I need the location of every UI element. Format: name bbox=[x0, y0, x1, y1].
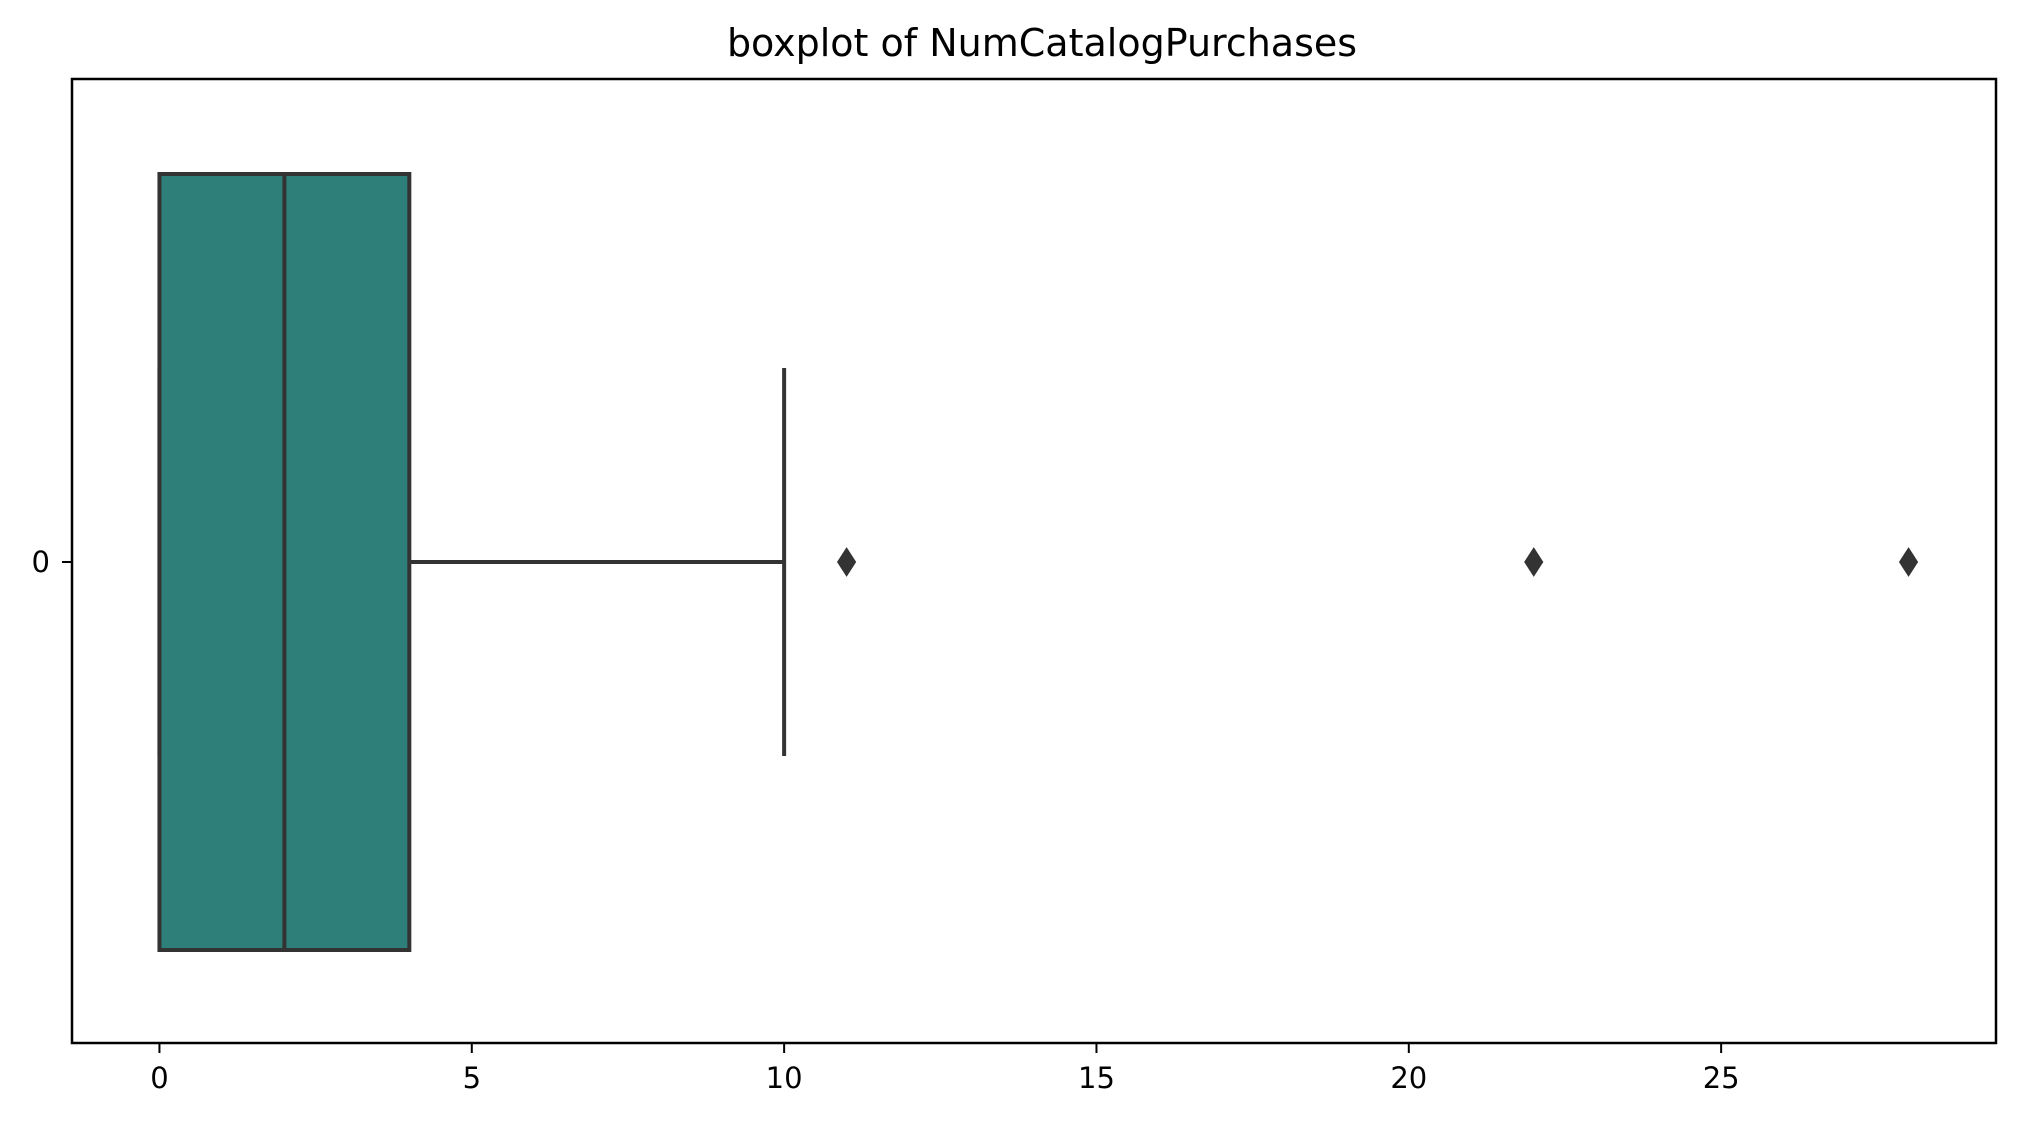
x-tick-label-0: 0 bbox=[150, 1061, 168, 1095]
axes: 0 5 10 15 20 25 0 bbox=[32, 77, 1998, 1095]
x-tick-label-5: 25 bbox=[1703, 1061, 1740, 1095]
plot-area bbox=[157, 172, 1919, 952]
x-tick-label-2: 10 bbox=[766, 1061, 803, 1095]
x-tick-label-4: 20 bbox=[1390, 1061, 1427, 1095]
outlier-point-2 bbox=[1898, 547, 1919, 577]
x-tick-label-3: 15 bbox=[1078, 1061, 1115, 1095]
outlier-point-1 bbox=[1524, 547, 1544, 577]
y-tick-label-0: 0 bbox=[32, 545, 50, 579]
outlier-point-0 bbox=[837, 547, 857, 577]
chart-title: boxplot of NumCatalogPurchases bbox=[727, 21, 1357, 65]
x-tick-label-1: 5 bbox=[463, 1061, 481, 1095]
